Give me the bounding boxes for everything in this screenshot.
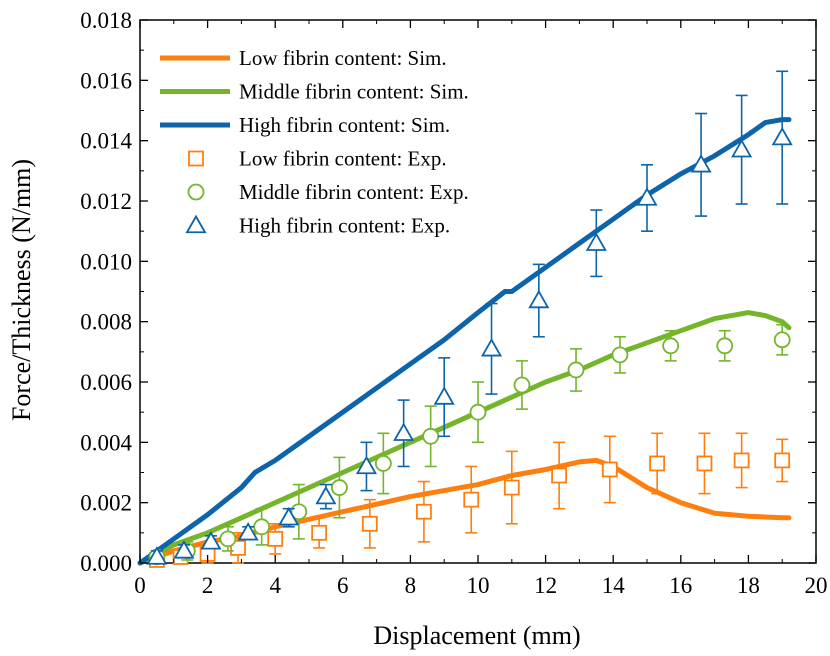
series-3 [148, 432, 791, 568]
data-point [200, 531, 222, 550]
series-line [137, 117, 792, 566]
y-tick-label: 0.014 [80, 129, 132, 154]
x-tick-label: 0 [134, 573, 146, 598]
data-point [585, 232, 607, 251]
data-point [267, 530, 284, 547]
legend-item-5: High fibrin content: Exp. [185, 214, 450, 238]
x-tick-label: 16 [669, 573, 692, 598]
data-point [503, 479, 520, 496]
data-point [601, 461, 618, 478]
y-tick-label: 0.000 [80, 551, 132, 576]
data-point [315, 485, 337, 505]
data-point [433, 386, 455, 405]
data-point [611, 346, 629, 364]
data-point [311, 524, 328, 541]
data-point [771, 126, 793, 146]
data-point [278, 506, 300, 526]
data-point [253, 518, 271, 536]
series-line [137, 310, 792, 566]
data-point [773, 331, 791, 349]
x-axis-title: Displacement (mm) [373, 621, 580, 650]
data-point [513, 376, 531, 394]
x-tick-label: 10 [467, 573, 490, 598]
data-point [393, 422, 415, 441]
series-2 [137, 117, 792, 566]
x-tick-label: 2 [202, 573, 214, 598]
data-point [731, 138, 753, 158]
data-point [649, 455, 666, 472]
legend-label: High fibrin content: Exp. [239, 214, 450, 238]
y-tick-label: 0.002 [80, 491, 132, 516]
y-tick-label: 0.010 [80, 249, 132, 274]
ticks-layer: 0 2 4 6 8 10 12 14 16 18 20 0.000 0.002 0.004 0.006 0.0… [80, 8, 827, 598]
legend-item-3: Low fibrin content: Exp. [188, 147, 447, 171]
data-point [463, 491, 480, 508]
y-tick-label: 0.012 [80, 189, 132, 214]
y-axis-title: Force/Thickness (N/mm) [7, 159, 36, 421]
data-point [551, 467, 568, 484]
data-point [636, 187, 658, 206]
data-point [374, 455, 392, 472]
y-tick-label: 0.018 [80, 8, 132, 33]
x-tick-label: 14 [602, 573, 626, 598]
data-point [690, 153, 712, 173]
legend-item-0: Low fibrin content: Sim. [160, 46, 447, 70]
series-1 [137, 310, 792, 566]
data-point [355, 455, 378, 475]
data-point [331, 479, 348, 496]
data-point [416, 503, 432, 520]
legend-label: Middle fibrin content: Sim. [239, 80, 469, 104]
data-point [146, 546, 168, 565]
data-point [469, 403, 487, 421]
legend-label: Middle fibrin content: Exp. [239, 180, 469, 204]
legend-label: High fibrin content: Sim. [239, 113, 450, 137]
legend-item-4: Middle fibrin content: Exp. [187, 180, 469, 204]
data-point [173, 540, 195, 559]
data-point [567, 361, 585, 379]
x-tick-label: 4 [269, 573, 281, 598]
data-point [774, 452, 791, 469]
legend: Low fibrin content: Sim. Middle fibrin co… [160, 46, 469, 238]
series-4 [148, 323, 791, 566]
legend-item-1: Middle fibrin content: Sim. [160, 80, 469, 104]
data-point [422, 427, 440, 445]
x-tick-label: 8 [405, 573, 417, 598]
x-tick-label: 12 [534, 573, 557, 598]
legend-label: Low fibrin content: Sim. [239, 46, 447, 70]
data-point [733, 452, 750, 469]
data-point [219, 530, 237, 548]
legend-swatch [188, 150, 204, 167]
legend-label: Low fibrin content: Exp. [239, 147, 447, 171]
data-point [716, 337, 734, 355]
y-tick-label: 0.016 [80, 68, 132, 93]
data-point [528, 289, 550, 309]
series-layer [137, 70, 793, 568]
legend-item-2: High fibrin content: Sim. [160, 113, 450, 137]
x-tick-label: 18 [737, 573, 760, 598]
data-point [696, 455, 713, 472]
legend-swatch [187, 183, 205, 201]
legend-swatch [185, 214, 207, 234]
x-tick-label: 6 [337, 573, 349, 598]
y-tick-label: 0.008 [80, 310, 132, 335]
y-tick-label: 0.006 [80, 370, 132, 395]
data-point [230, 540, 246, 556]
data-point [662, 337, 680, 355]
data-point [237, 522, 259, 541]
data-point [480, 338, 503, 357]
y-tick-label: 0.004 [80, 430, 132, 455]
data-point [361, 515, 378, 532]
x-tick-label: 20 [805, 573, 828, 598]
series-5 [146, 70, 793, 565]
